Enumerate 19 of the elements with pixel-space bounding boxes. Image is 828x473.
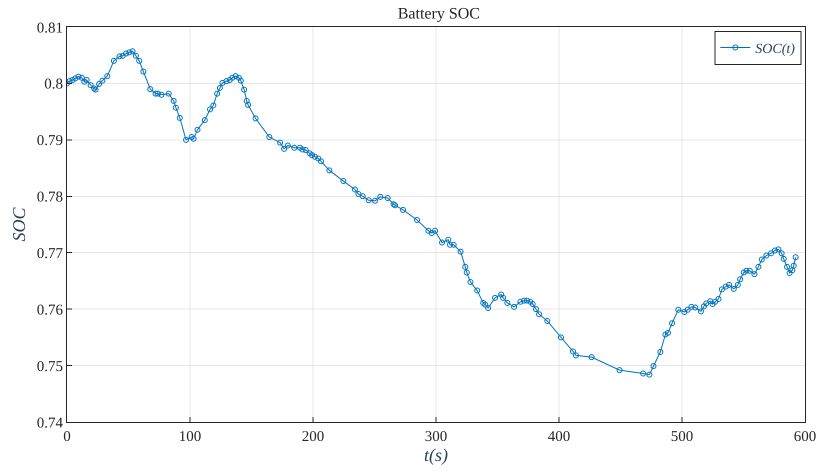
chart-title: Battery SOC <box>398 5 480 22</box>
x-tick-label: 100 <box>178 429 202 445</box>
y-tick-label: 0.75 <box>36 358 63 375</box>
y-tick-label: 0.81 <box>36 20 63 36</box>
x-tick-label: 500 <box>670 429 694 445</box>
x-tick-label: 400 <box>548 429 570 445</box>
x-tick-label: 300 <box>424 429 448 445</box>
y-tick-label: 0.8 <box>44 76 63 93</box>
x-tick-label: 0 <box>63 429 71 445</box>
y-axis-title: SOC <box>8 206 29 242</box>
x-tick-label: 200 <box>302 429 324 445</box>
x-tick-label: 600 <box>794 429 816 445</box>
y-tick-label: 0.74 <box>36 415 64 432</box>
x-axis-title: t(s) <box>424 445 448 465</box>
y-tick-label: 0.77 <box>36 246 64 262</box>
y-tick-label: 0.76 <box>36 302 64 318</box>
legend-label: SOC(t) <box>755 42 796 58</box>
y-tick-label: 0.78 <box>36 190 63 206</box>
y-tick-label: 0.79 <box>36 133 63 150</box>
